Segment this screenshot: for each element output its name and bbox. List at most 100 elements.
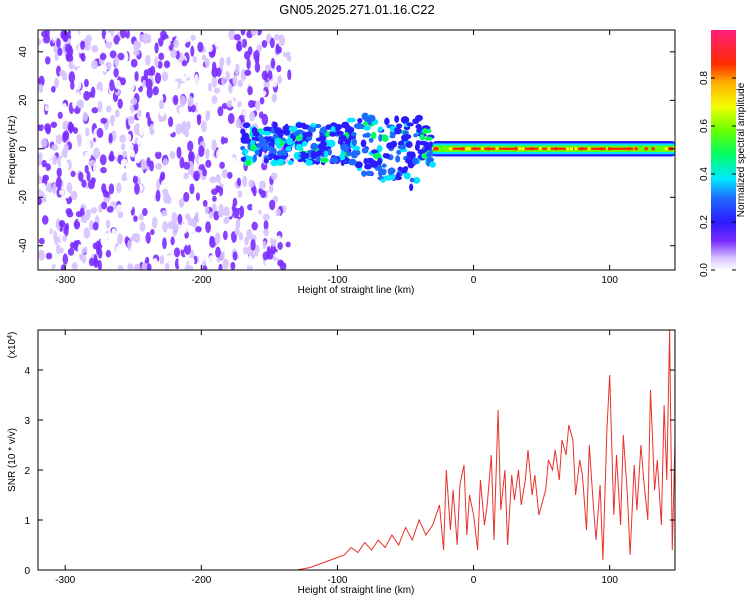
spectrogram-scintillation-blob [381,134,389,142]
spectrogram-noise-blob [96,127,104,139]
spectrogram-noise-blob [158,52,165,61]
spectrogram-noise-blob [84,151,92,160]
spectrogram-noise-blob [276,65,282,73]
spectrogram-scintillation-blob [295,122,304,129]
spectrogram-noise-blob [57,199,65,210]
spectrogram-noise-blob [86,105,92,115]
spectrogram-scintillation-blob [370,131,377,140]
spectrogram-noise-blob [145,78,153,90]
spectrogram-noise-blob [128,115,135,125]
spectrogram-noise-blob [261,39,268,48]
spectrogram-noise-blob [92,242,98,250]
spectrogram-noise-blob [66,210,74,218]
spectrogram-scintillation-blob [262,143,268,152]
spectrogram-noise-blob [142,208,148,217]
spectrogram-noise-blob [179,156,185,169]
spectrogram-noise-blob [251,221,258,231]
spectrogram-noise-blob [247,255,253,267]
spectrogram-noise-blob [155,227,161,236]
spectrogram-noise-blob [97,101,103,113]
spectrogram-noise-blob [115,245,123,258]
spectrogram-noise-blob [92,221,99,231]
spectrogram-noise-blob [166,255,172,262]
carrier-band-peak [554,146,558,151]
spectrogram-noise-blob [246,58,251,70]
spectrogram-scintillation-blob [265,145,274,151]
spectrogram-noise-blob [152,257,159,269]
spectrogram-noise-blob [54,266,61,270]
spectrogram-noise-blob [123,205,129,214]
spectrogram-noise-blob [120,158,128,167]
spectrogram-noise-blob [120,77,126,86]
spectrogram-noise-blob [209,176,217,184]
carrier-band-peak [574,146,578,151]
spectrogram-noise-blob [232,251,238,261]
spectrogram-noise-blob [270,57,276,69]
spectrogram-noise-blob [95,188,102,198]
spectrogram-noise-blob [52,155,58,166]
spectrogram-scintillation-blob [404,157,411,164]
spectrogram-noise-blob [285,88,292,97]
spectrogram-noise-blob [226,56,231,66]
spectrogram-noise-blob [227,197,233,209]
spectrogram-noise-blob [235,118,242,129]
spectrogram-scintillation-blob [256,142,263,149]
spectrogram-scintillation-blob [409,177,415,183]
spectrogram-noise-blob [38,249,45,261]
spectrogram-noise-blob [228,30,236,41]
carrier-band-peak [448,146,453,151]
spectrogram-scintillation-blob [242,122,251,129]
spectrogram-noise-blob [165,247,172,255]
spectrogram-noise-blob [162,191,170,204]
spectrogram-noise-blob [82,111,88,122]
spectrogram-scintillation-blob [351,132,357,137]
spectrogram-noise-blob [181,125,187,135]
spectrogram-noise-blob [196,62,202,73]
spectrogram-noise-blob [144,219,151,226]
spectrogram-scintillation-blob [319,135,326,142]
spectrogram-noise-blob [282,254,289,264]
spectrogram-noise-blob [127,239,132,251]
spectrogram-y-label: Frequency (Hz) [7,116,18,185]
spectrogram-scintillation-blob [252,154,257,163]
spectrogram-noise-blob [81,179,87,188]
spectrogram-noise-blob [64,191,70,199]
spectrogram-noise-blob [99,53,107,61]
spectrogram-y-tick-label: -40 [18,238,29,253]
spectrogram-noise-blob [43,224,51,237]
spectrogram-noise-blob [84,78,89,88]
spectrogram-noise-blob [250,239,256,251]
spectrogram-noise-blob [196,262,202,270]
spectrogram-noise-blob [241,109,248,117]
spectrogram-noise-blob [62,235,68,242]
spectrogram-noise-blob [84,197,90,207]
spectrogram-noise-blob [82,246,88,254]
spectrogram-noise-blob [43,34,51,44]
spectrogram-noise-blob [196,101,202,113]
spectrogram-noise-blob [76,99,84,109]
spectrogram-noise-blob [63,143,69,154]
spectrogram-noise-blob [173,247,181,258]
spectrogram-noise-blob [243,50,251,60]
spectrogram-noise-blob [84,139,91,151]
spectrogram-scintillation-blob [285,146,292,152]
spectrogram-noise-blob [62,120,69,131]
spectrogram-noise-blob [246,229,253,240]
spectrogram-noise-blob [177,213,183,225]
spectrogram-scintillation-blob [267,153,275,158]
spectrogram-noise-blob [47,95,53,107]
spectrogram-noise-blob [267,190,273,202]
spectrogram-noise-blob [117,264,124,270]
spectrogram-noise-blob [267,70,273,80]
spectrogram-noise-blob [113,35,120,45]
spectrogram-scintillation-blob [325,131,331,138]
spectrogram-scintillation-blob [287,160,294,166]
spectrogram-noise-blob [161,210,168,217]
spectrogram-noise-blob [80,227,85,236]
spectrogram-noise-blob [196,81,202,94]
spectrogram-noise-blob [260,48,266,61]
spectrogram-scintillation-blob [361,147,369,154]
spectrogram-noise-blob [58,69,66,77]
spectrogram-noise-blob [189,183,195,195]
carrier-band-peak [664,146,668,151]
